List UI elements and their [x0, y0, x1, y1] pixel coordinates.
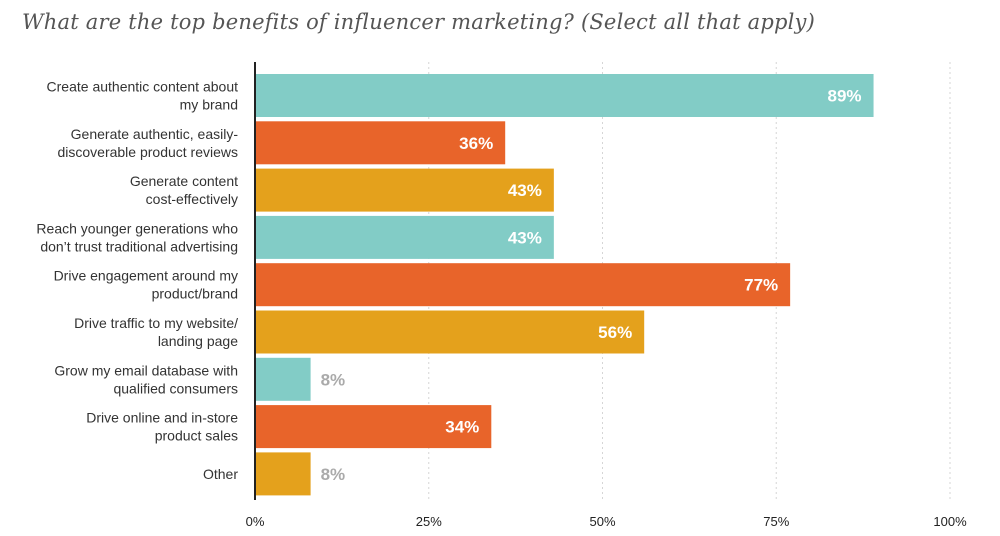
bar: [255, 74, 874, 117]
value-label: 8%: [321, 465, 346, 484]
value-label: 8%: [321, 370, 346, 389]
value-label: 89%: [828, 87, 862, 106]
bar: [255, 452, 311, 496]
bar: [255, 263, 791, 307]
value-label: 43%: [508, 181, 542, 200]
category-label: Create authentic content about my brand: [47, 79, 239, 113]
category-label: Drive online and in-store product sales: [86, 410, 238, 444]
value-label: 34%: [445, 418, 479, 437]
category-label: Reach younger generations who don’t trust…: [36, 220, 238, 254]
category-label: Grow my email database with qualified con…: [54, 362, 238, 396]
category-label: Generate authentic, easily-discoverable …: [57, 126, 238, 160]
x-tick-label: 75%: [763, 514, 789, 529]
category-label: Drive engagement around my product/brand: [54, 268, 238, 302]
value-label: 77%: [744, 276, 778, 295]
bar: [255, 121, 506, 165]
bar: [255, 310, 645, 354]
category-label: Drive traffic to my website/landing page: [74, 315, 238, 349]
value-label: 36%: [459, 134, 493, 153]
bar: [255, 357, 311, 401]
category-label: Other: [203, 466, 238, 482]
chart-title: What are the top benefits of influencer …: [22, 10, 815, 34]
x-tick-label: 100%: [933, 514, 967, 529]
bar: [255, 405, 492, 449]
x-tick-label: 0%: [246, 514, 265, 529]
bar: [255, 168, 554, 212]
value-label: 56%: [598, 323, 632, 342]
x-tick-label: 25%: [416, 514, 442, 529]
x-tick-label: 50%: [589, 514, 615, 529]
category-label: Generate content cost-effectively: [130, 173, 238, 207]
bar: [255, 215, 554, 259]
value-label: 43%: [508, 228, 542, 247]
